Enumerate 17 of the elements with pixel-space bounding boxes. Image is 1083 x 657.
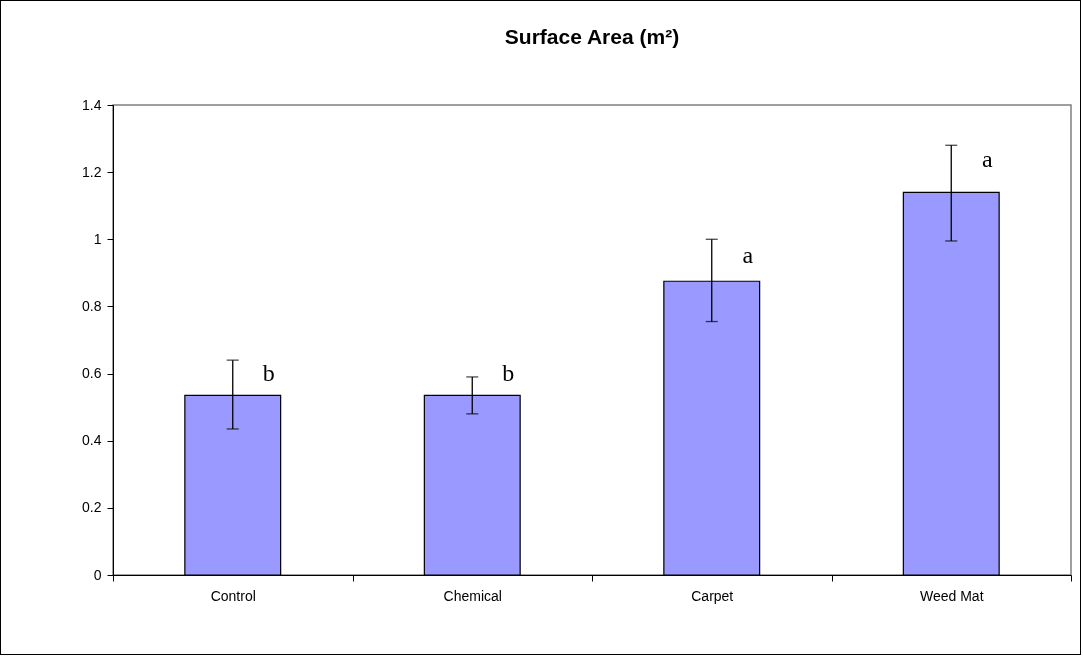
- y-tick-label: 1: [93, 230, 102, 247]
- chart-title: Surface Area (m²): [504, 25, 680, 48]
- y-tick-label: 0.6: [82, 365, 102, 382]
- y-tick-label: 1.2: [82, 163, 102, 180]
- annotation: b: [502, 359, 515, 386]
- y-tick-label: 0.8: [82, 297, 102, 314]
- y-tick-label: 1.4: [82, 96, 102, 113]
- annotation: b: [262, 359, 275, 386]
- x-tick-label: Carpet: [691, 587, 734, 604]
- x-tick-label: Chemical: [443, 587, 502, 604]
- y-tick-label: 0.4: [82, 432, 102, 449]
- x-tick-label: Weed Mat: [919, 587, 984, 604]
- y-tick-label: 0: [93, 566, 102, 583]
- annotation: a: [742, 242, 754, 269]
- x-tick-label: Control: [210, 587, 256, 604]
- y-tick-label: 0.2: [82, 499, 102, 516]
- annotation: a: [981, 146, 993, 173]
